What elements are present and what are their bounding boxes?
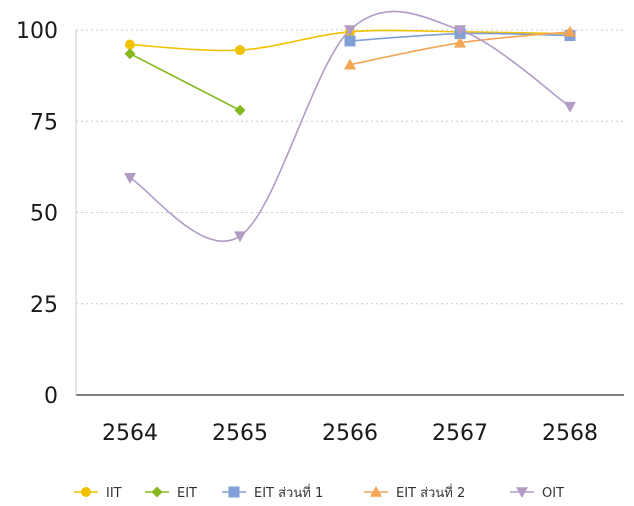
data-point [344, 58, 356, 70]
data-point [344, 35, 356, 47]
legend-label: IIT [106, 486, 122, 501]
x-tick-label: 2566 [322, 421, 378, 446]
legend-marker [228, 486, 240, 498]
y-axis-ticks: 0 25 50 75 100 [16, 19, 58, 409]
legend-item: EIT [145, 486, 197, 501]
legend-label: OIT [542, 486, 564, 501]
legend: IIT EIT EIT ส่วนที่ 1 EIT ส่วนที่ 2 OIT [74, 484, 564, 501]
data-point [564, 101, 576, 113]
data-point [234, 231, 246, 243]
x-tick-label: 2564 [102, 421, 158, 446]
y-tick-label: 50 [30, 202, 58, 227]
data-point [124, 48, 136, 60]
x-tick-label: 2567 [432, 421, 488, 446]
y-tick-label: 75 [30, 110, 58, 135]
legend-marker [81, 487, 91, 497]
series-eit-ส่วนที่-2 [344, 25, 576, 70]
legend-item: EIT ส่วนที่ 1 [222, 484, 323, 501]
y-tick-label: 25 [30, 293, 58, 318]
data-point [454, 36, 466, 48]
series-eit [124, 48, 246, 116]
legend-marker [370, 486, 382, 497]
x-axis-ticks: 2564 2565 2566 2567 2568 [102, 421, 598, 446]
legend-label: EIT ส่วนที่ 1 [254, 484, 323, 501]
legend-item: IIT [74, 486, 122, 501]
series-line [129, 10, 571, 243]
data-point [564, 25, 576, 37]
legend-label: EIT ส่วนที่ 2 [396, 484, 465, 501]
grid-lines [76, 29, 624, 305]
data-point [454, 25, 466, 36]
series-line [129, 53, 241, 112]
series-group [124, 10, 576, 243]
data-point [344, 25, 356, 36]
data-point [125, 39, 135, 50]
x-tick-label: 2568 [542, 421, 598, 446]
legend-marker [151, 486, 163, 498]
legend-item: OIT [510, 486, 564, 501]
y-tick-label: 100 [16, 19, 58, 44]
data-point [235, 45, 245, 56]
data-point [234, 104, 246, 116]
legend-label: EIT [177, 486, 197, 501]
legend-item: EIT ส่วนที่ 2 [364, 484, 465, 501]
series-oit [124, 10, 576, 243]
x-tick-label: 2565 [212, 421, 268, 446]
legend-marker [516, 487, 528, 498]
data-point [124, 173, 136, 184]
y-tick-label: 0 [44, 384, 58, 409]
